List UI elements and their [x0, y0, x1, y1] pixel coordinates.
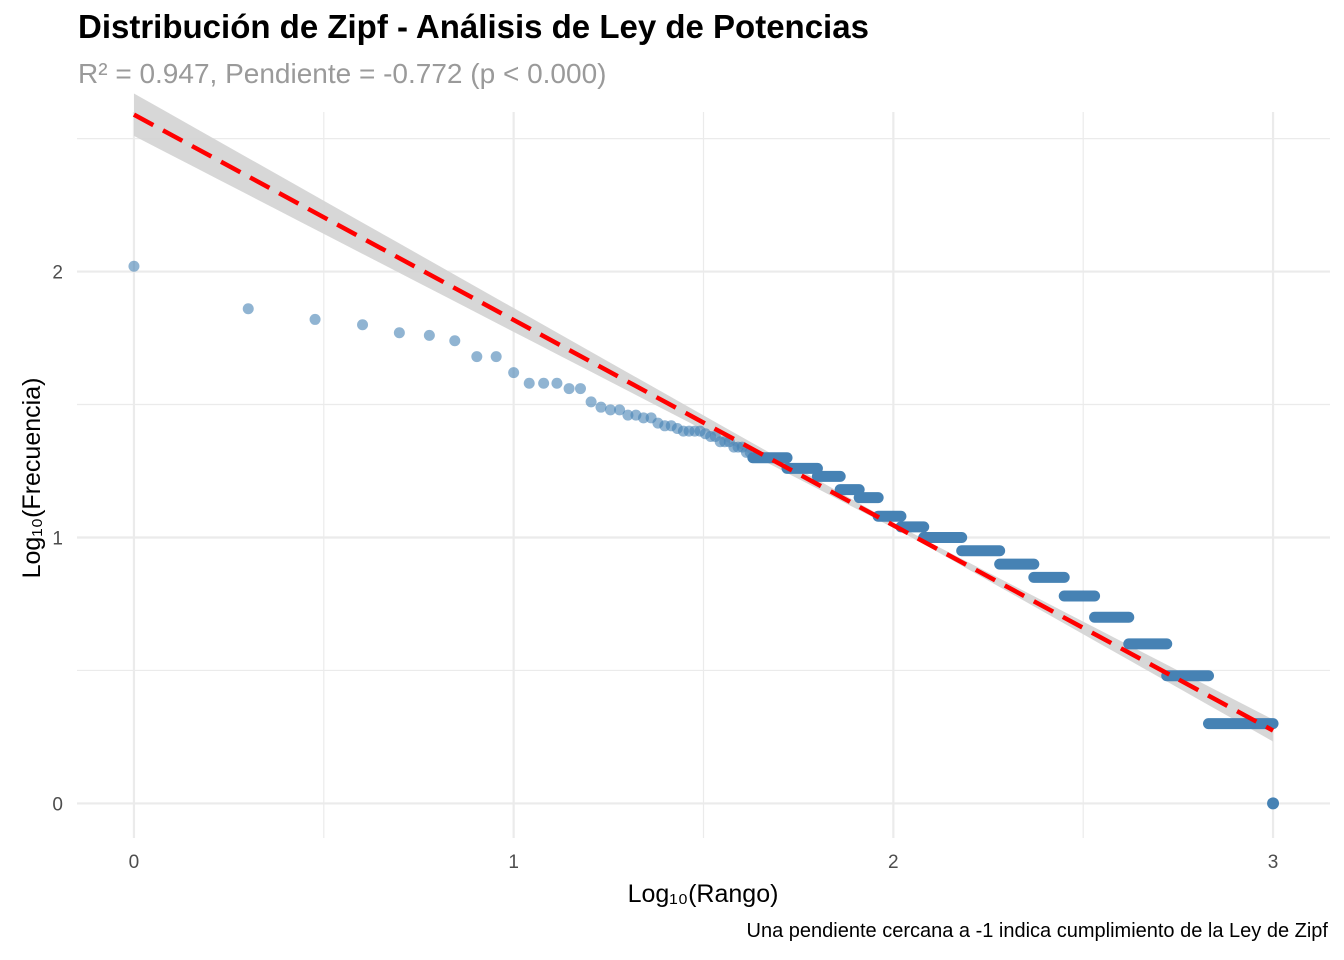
y-tick-label: 0 — [52, 794, 63, 815]
x-tick-label: 0 — [129, 852, 140, 873]
x-tick-label: 2 — [888, 852, 899, 873]
tick-labels: 0 1 2 3 0 1 2 — [52, 263, 1278, 873]
data-point — [128, 260, 140, 272]
data-point — [622, 409, 634, 421]
confidence-band-area — [133, 93, 1274, 742]
confidence-band — [133, 93, 1274, 742]
y-axis-title: Log₁₀(Frecuencia) — [18, 378, 46, 579]
data-point — [574, 383, 586, 395]
data-point — [393, 327, 405, 339]
data-point — [638, 412, 650, 424]
chart-subtitle: R² = 0.947, Pendiente = -0.772 (p < 0.00… — [78, 58, 607, 89]
chart-caption: Una pendiente cercana a -1 indica cumpli… — [746, 920, 1328, 942]
data-point — [471, 351, 483, 363]
data-point — [508, 367, 520, 379]
data-point — [309, 313, 321, 325]
data-point — [242, 303, 254, 315]
data-point — [604, 404, 616, 416]
data-point — [614, 404, 626, 416]
x-axis-title: Log₁₀(Rango) — [628, 880, 779, 908]
x-tick-label: 1 — [508, 852, 519, 873]
y-tick-label: 2 — [52, 263, 63, 284]
data-point — [1267, 797, 1280, 810]
data-point — [523, 377, 535, 389]
data-point — [490, 351, 502, 363]
regression-line — [132, 112, 1275, 733]
fit-line-group — [132, 112, 1275, 733]
chart-title: Distribución de Zipf - Análisis de Ley d… — [78, 8, 869, 45]
data-point — [538, 377, 550, 389]
data-points — [128, 260, 1280, 810]
data-point — [423, 329, 435, 341]
grid-lines — [77, 112, 1330, 838]
x-tick-label: 3 — [1268, 852, 1279, 873]
data-point — [357, 319, 369, 331]
data-point — [551, 377, 563, 389]
data-point — [563, 383, 575, 395]
y-tick-label: 1 — [52, 528, 63, 549]
data-point — [585, 396, 597, 408]
data-point — [449, 335, 461, 347]
data-point — [595, 401, 607, 413]
